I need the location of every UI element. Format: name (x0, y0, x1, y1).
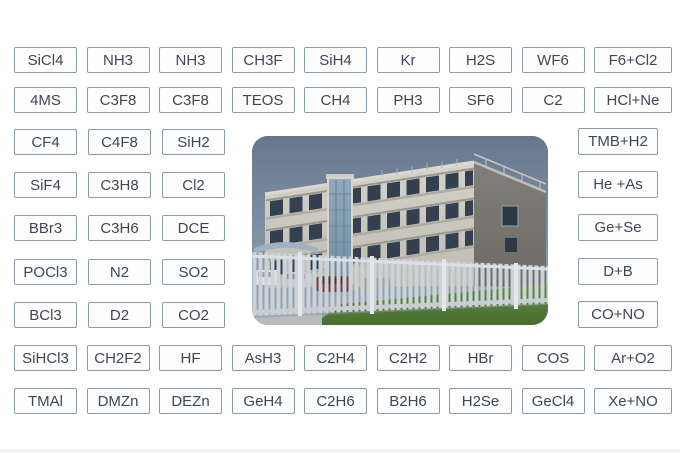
gas-label-d2: D2 (88, 302, 151, 328)
gas-label-tmb-h2: TMB+H2 (578, 128, 658, 155)
building-photo-art (252, 136, 548, 325)
gas-label-c2h6: C2H6 (304, 388, 367, 414)
gas-row-bottom-2: TMAl DMZn DEZn GeH4 C2H6 B2H6 H2Se GeCl4… (14, 388, 672, 414)
gas-col-right-4: D+B (578, 258, 658, 285)
gas-label-he-as: He +As (578, 171, 658, 198)
gas-label-ch2f2: CH2F2 (86, 345, 150, 371)
gas-row-left-3: BBr3 C3H6 DCE (14, 215, 225, 241)
gas-label-c3f8-2: C3F8 (159, 87, 222, 113)
gas-label-dezn: DEZn (159, 388, 222, 414)
gas-label-ph3: PH3 (376, 87, 440, 113)
gas-label-tmal: TMAl (14, 388, 77, 414)
gas-label-hbr: HBr (449, 345, 512, 371)
gas-label-4ms: 4MS (14, 87, 77, 113)
gas-label-sf6: SF6 (449, 87, 512, 113)
gas-label-ch3f: CH3F (231, 47, 295, 73)
gas-label-h2s: H2S (449, 47, 512, 73)
gas-label-c3f8-1: C3F8 (86, 87, 150, 113)
gas-col-right-2: He +As (578, 171, 658, 198)
gas-row-top-2: 4MS C3F8 C3F8 TEOS CH4 PH3 SF6 C2 HCl+Ne (14, 87, 672, 113)
gas-col-right-3: Ge+Se (578, 214, 658, 241)
gas-label-ar-o2: Ar+O2 (594, 345, 672, 371)
gas-label-sih4: SiH4 (304, 47, 367, 73)
gas-label-f6-cl2: F6+Cl2 (594, 47, 672, 73)
gas-label-pocl3: POCl3 (14, 259, 77, 285)
building-side-wall (473, 153, 547, 288)
gas-col-right-1: TMB+H2 (578, 128, 658, 155)
gas-label-sif4: SiF4 (14, 172, 77, 198)
gas-label-c3h8: C3H8 (88, 172, 151, 198)
gas-label-sih2: SiH2 (162, 129, 225, 155)
gas-label-sihcl3: SiHCl3 (14, 345, 77, 371)
gas-label-n2: N2 (88, 259, 151, 285)
gas-row-top-1: SiCl4 NH3 NH3 CH3F SiH4 Kr H2S WF6 F6+Cl… (14, 47, 672, 73)
gas-label-cl2: Cl2 (162, 172, 225, 198)
gas-label-geh4: GeH4 (231, 388, 295, 414)
gas-label-hf: HF (159, 345, 222, 371)
gas-label-b2h6: B2H6 (376, 388, 440, 414)
fence (252, 252, 548, 318)
gas-col-right-5: CO+NO (578, 301, 658, 328)
gas-label-co-no: CO+NO (578, 301, 658, 328)
gas-label-c4f8: C4F8 (88, 129, 151, 155)
gas-label-c2h4: C2H4 (304, 345, 367, 371)
gas-label-c3h6: C3H6 (88, 215, 151, 241)
company-building-photo (252, 136, 548, 325)
gas-row-left-5: BCl3 D2 CO2 (14, 302, 225, 328)
gas-label-dmzn: DMZn (86, 388, 150, 414)
gas-label-ge-se: Ge+Se (578, 214, 658, 241)
gas-label-co2: CO2 (162, 302, 225, 328)
gas-label-nh3-2: NH3 (159, 47, 222, 73)
gas-row-left-4: POCl3 N2 SO2 (14, 259, 225, 285)
gas-label-c2: C2 (521, 87, 585, 113)
gas-label-xe-no: Xe+NO (594, 388, 672, 414)
gas-label-ash3: AsH3 (231, 345, 295, 371)
gas-label-cf4: CF4 (14, 129, 77, 155)
gas-label-teos: TEOS (231, 87, 295, 113)
gas-row-left-2: SiF4 C3H8 Cl2 (14, 172, 225, 198)
gas-label-ch4: CH4 (304, 87, 367, 113)
gas-label-kr: Kr (376, 47, 440, 73)
gas-label-wf6: WF6 (521, 47, 585, 73)
gas-label-d-b: D+B (578, 258, 658, 285)
gas-label-bbr3: BBr3 (14, 215, 77, 241)
gas-label-h2se: H2Se (449, 388, 512, 414)
gas-label-nh3-1: NH3 (86, 47, 150, 73)
gas-label-cos: COS (521, 345, 585, 371)
gas-label-c2h2: C2H2 (376, 345, 440, 371)
gas-row-left-1: CF4 C4F8 SiH2 (14, 129, 225, 155)
gas-label-dce: DCE (162, 215, 225, 241)
gas-label-gecl4: GeCl4 (521, 388, 585, 414)
gas-label-hcl-ne: HCl+Ne (594, 87, 672, 113)
gas-row-bottom-1: SiHCl3 CH2F2 HF AsH3 C2H4 C2H2 HBr COS A… (14, 345, 672, 371)
gas-label-bcl3: BCl3 (14, 302, 77, 328)
gas-label-sicl4: SiCl4 (14, 47, 77, 73)
bottom-edge-strip (0, 449, 680, 453)
gas-label-so2: SO2 (162, 259, 225, 285)
